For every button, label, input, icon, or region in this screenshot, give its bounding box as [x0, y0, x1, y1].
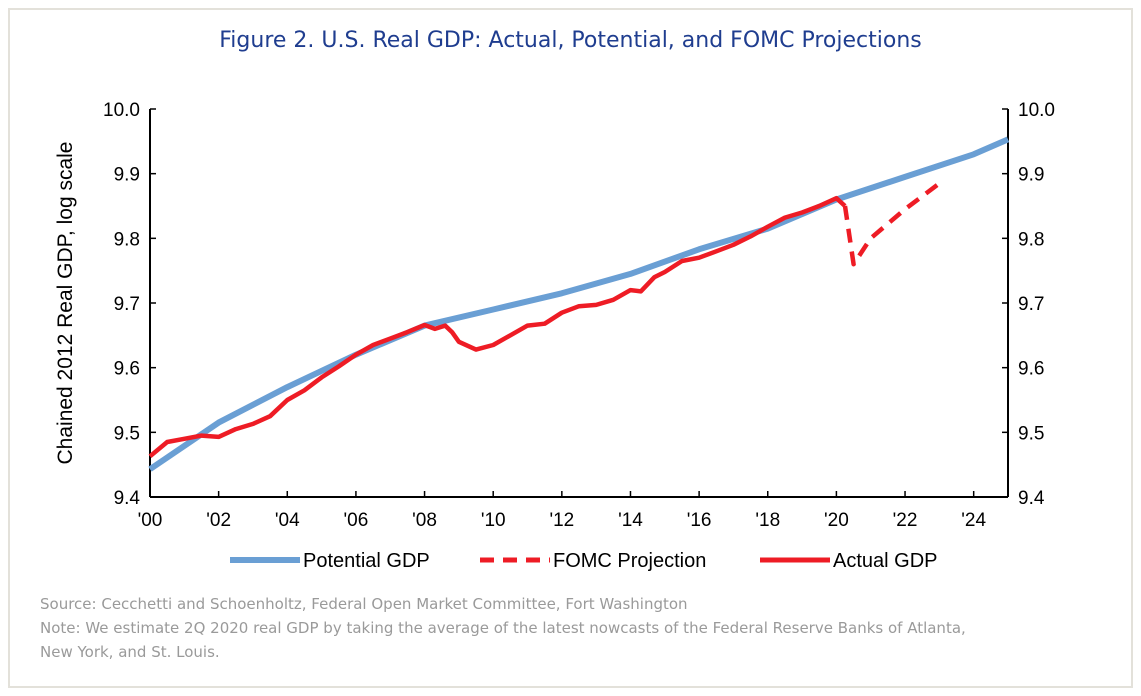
x-tick-label: '16	[687, 510, 712, 531]
y-tick-label-left: 9.8	[114, 229, 140, 250]
x-tick-label: '12	[549, 510, 574, 531]
y-tick-label-left: 9.5	[114, 423, 140, 444]
series-line-fomc-projection	[842, 181, 941, 267]
notes: Source: Cecchetti and Schoenholtz, Feder…	[40, 592, 966, 664]
x-tick-label: '20	[824, 510, 849, 531]
series-line-potential-gdp	[148, 136, 1010, 472]
x-tick-label: '06	[344, 510, 369, 531]
x-tick-label: '14	[618, 510, 643, 531]
legend-label: Potential GDP	[303, 550, 430, 572]
series-line-actual-gdp	[148, 195, 847, 459]
y-tick-label-left: 9.6	[114, 359, 140, 380]
y-tick-label-right: 9.6	[1018, 359, 1044, 380]
x-tick-label: '08	[412, 510, 437, 531]
y-tick-label-right: 9.8	[1018, 229, 1044, 250]
x-tick-label: '10	[481, 510, 506, 531]
x-tick-label: '22	[893, 510, 918, 531]
y-tick-label-left: 9.4	[114, 488, 141, 509]
y-tick-label-right: 9.5	[1018, 423, 1044, 444]
legend-label: Actual GDP	[833, 550, 937, 572]
y-tick-label-right: 10.0	[1018, 100, 1055, 121]
x-tick-label: '24	[961, 510, 986, 531]
note-text-line2: New York, and St. Louis.	[40, 643, 220, 661]
y-tick-label-left: 9.9	[114, 165, 140, 186]
y-tick-label-right: 9.4	[1018, 488, 1045, 509]
figure-frame	[8, 8, 1133, 688]
x-tick-label: '00	[138, 510, 163, 531]
x-tick-label: '18	[755, 510, 780, 531]
y-tick-label-right: 9.9	[1018, 165, 1044, 186]
note-text-line1: Note: We estimate 2Q 2020 real GDP by ta…	[40, 619, 966, 637]
y-tick-label-left: 9.7	[114, 294, 140, 315]
y-tick-label-right: 9.7	[1018, 294, 1044, 315]
x-tick-label: '02	[206, 510, 231, 531]
x-tick-label: '04	[275, 510, 300, 531]
legend-label: FOMC Projection	[553, 550, 706, 572]
y-axis-label: Chained 2012 Real GDP, log scale	[54, 142, 77, 465]
y-tick-label-left: 10.0	[103, 100, 140, 121]
source-text: Source: Cecchetti and Schoenholtz, Feder…	[40, 595, 688, 613]
chart-title: Figure 2. U.S. Real GDP: Actual, Potenti…	[219, 28, 922, 53]
